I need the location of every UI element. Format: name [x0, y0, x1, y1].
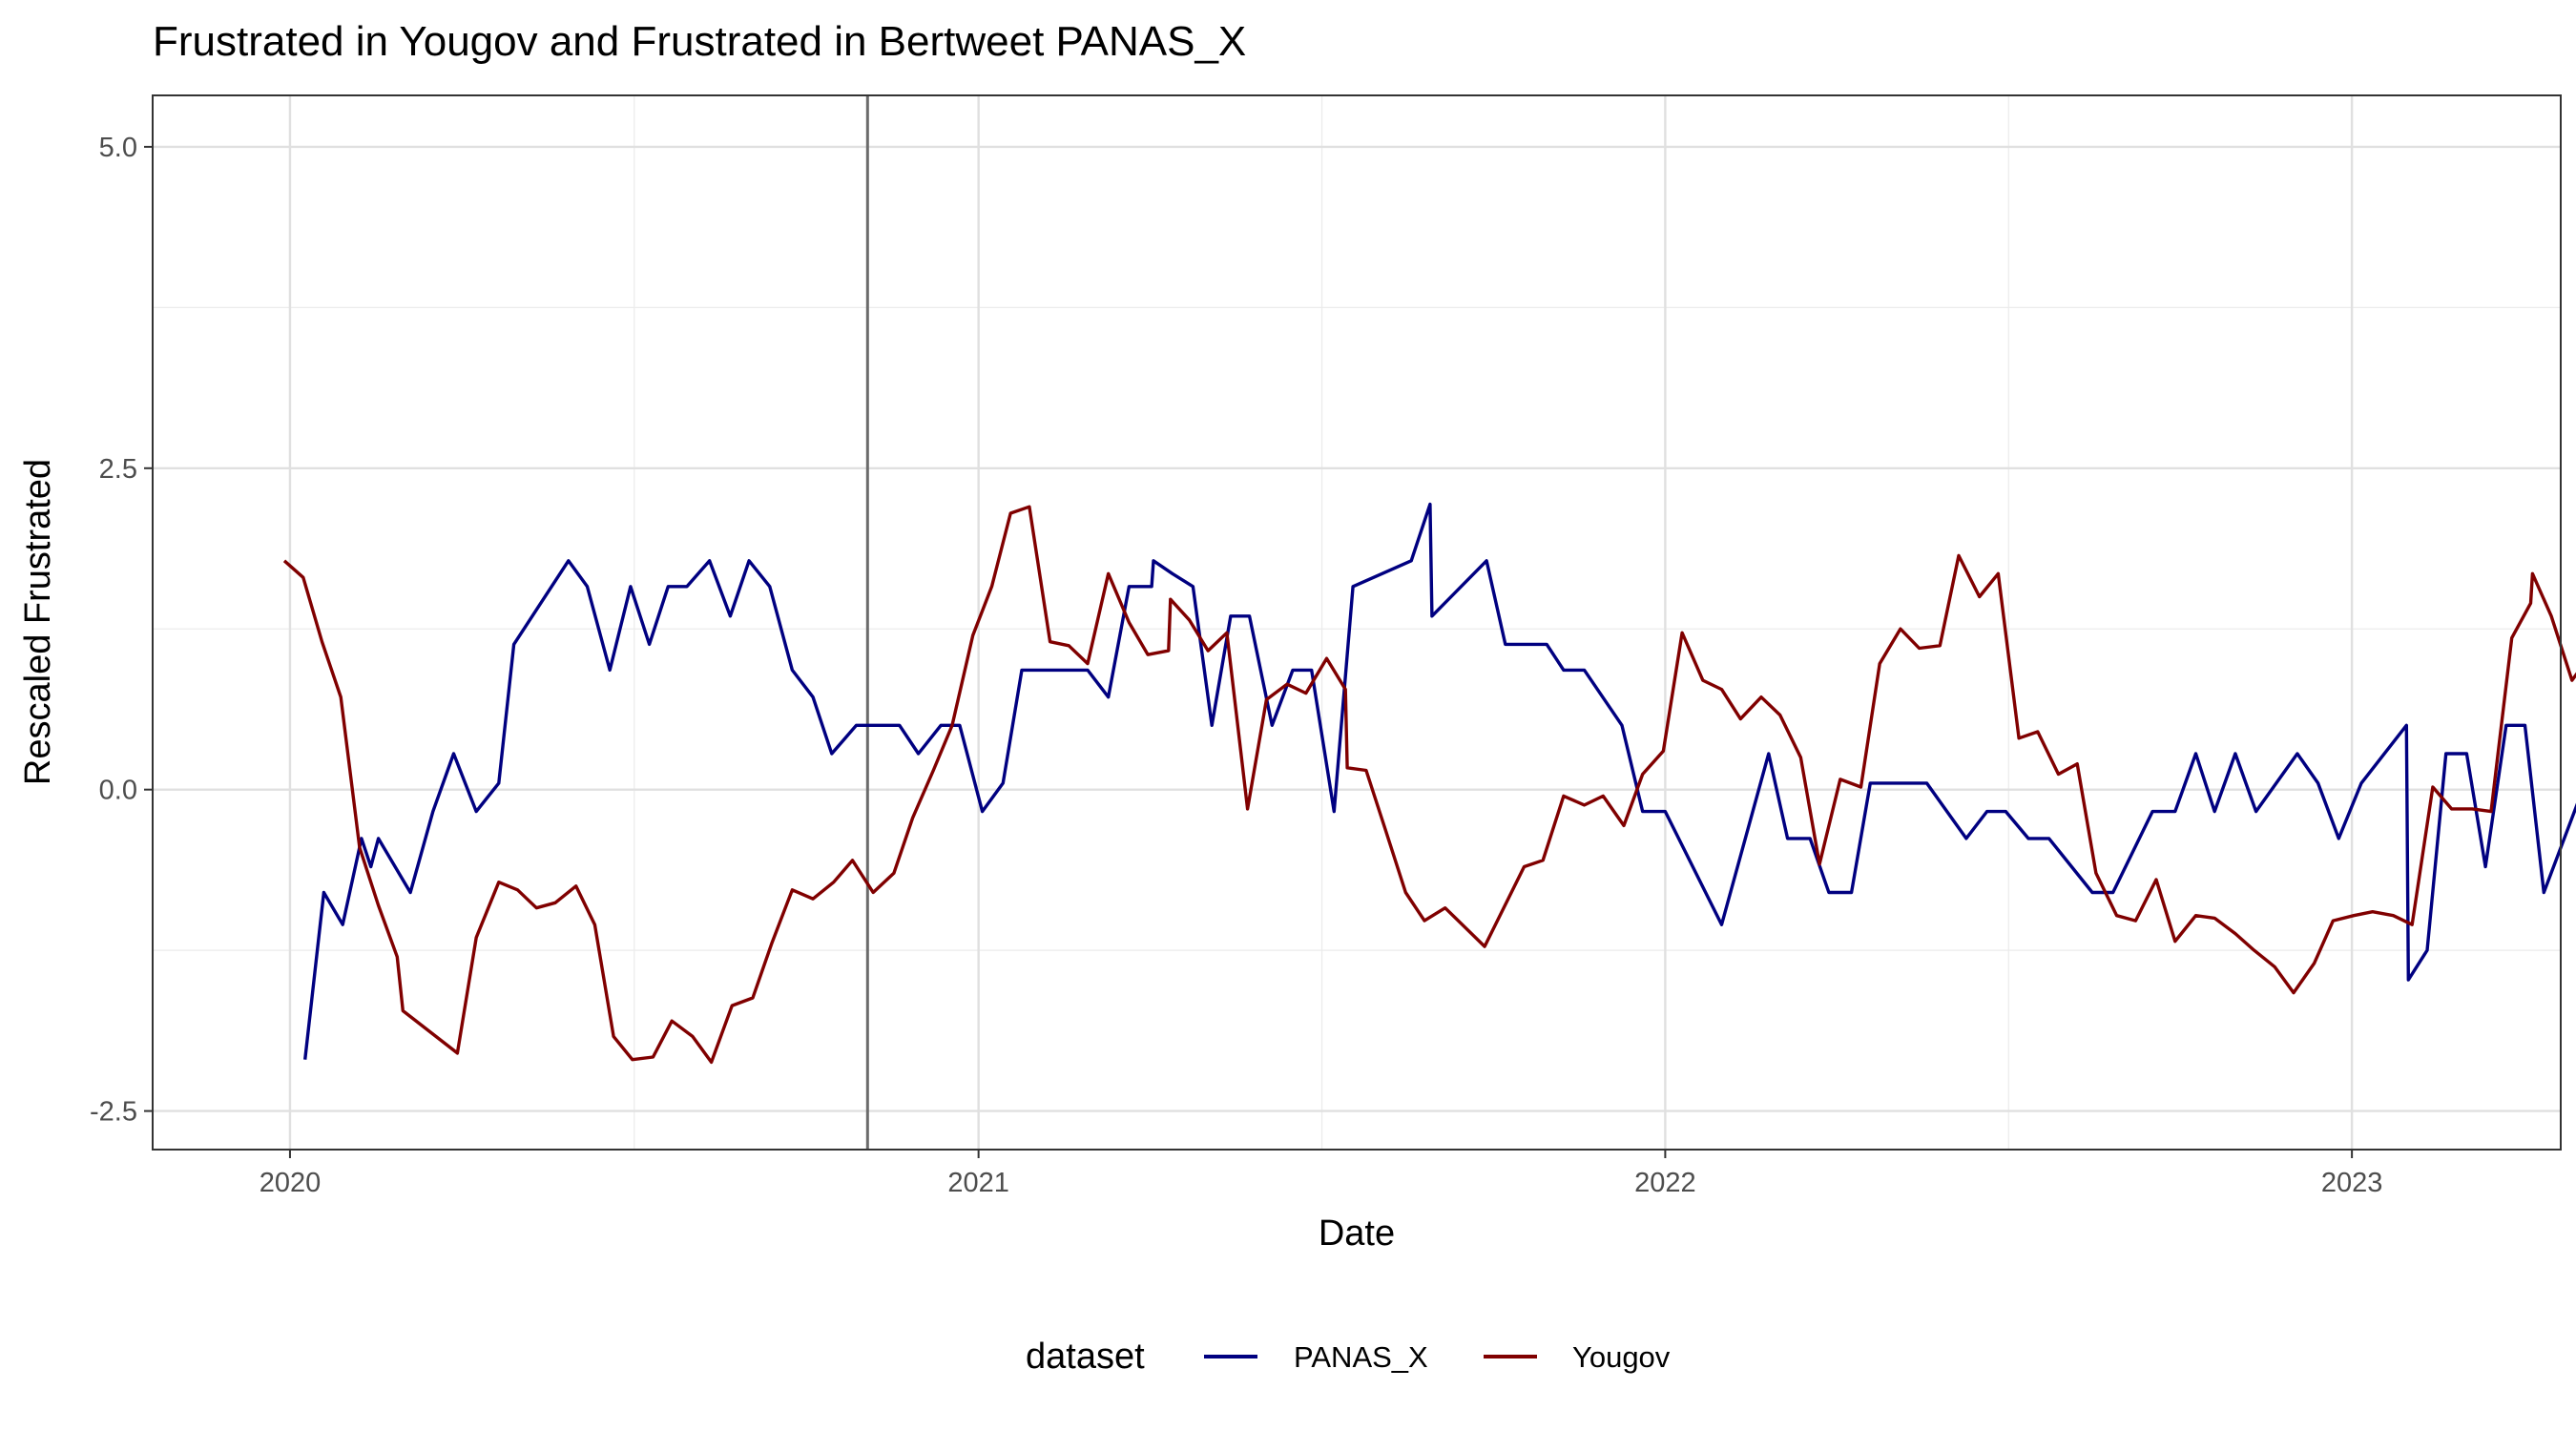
y-tick-label: 0.0	[99, 776, 137, 806]
y-tick-label: -2.5	[90, 1097, 137, 1128]
x-tick-label: 2022	[1634, 1168, 1696, 1198]
legend-title: dataset	[1026, 1337, 1145, 1377]
legend-label-panas-x: PANAS_X	[1294, 1340, 1428, 1374]
x-tick-label: 2023	[2321, 1168, 2383, 1198]
legend: dataset PANAS_X Yougov	[1026, 1337, 1671, 1377]
y-axis-title: Rescaled Frustrated	[18, 459, 58, 785]
panel-background	[153, 95, 2561, 1150]
series-group	[282, 502, 2576, 1065]
y-tick-label: 5.0	[99, 133, 137, 163]
y-tick-label: 2.5	[99, 454, 137, 485]
x-tick-label: 2021	[947, 1168, 1009, 1198]
chart-title: Frustrated in Yougov and Frustrated in B…	[153, 18, 1246, 65]
panel-border	[152, 94, 2562, 1151]
x-tick-label: 2020	[260, 1168, 322, 1198]
series-line-panas-x	[303, 502, 2576, 1060]
x-axis: 2020 2021 2022 2023	[260, 1150, 2383, 1198]
x-axis-title: Date	[1319, 1213, 1395, 1254]
legend-label-yougov: Yougov	[1572, 1340, 1671, 1374]
series-line-yougov	[282, 505, 2576, 1065]
y-axis: -2.5 0.0 2.5 5.0	[90, 133, 153, 1128]
grid	[153, 95, 2561, 1150]
